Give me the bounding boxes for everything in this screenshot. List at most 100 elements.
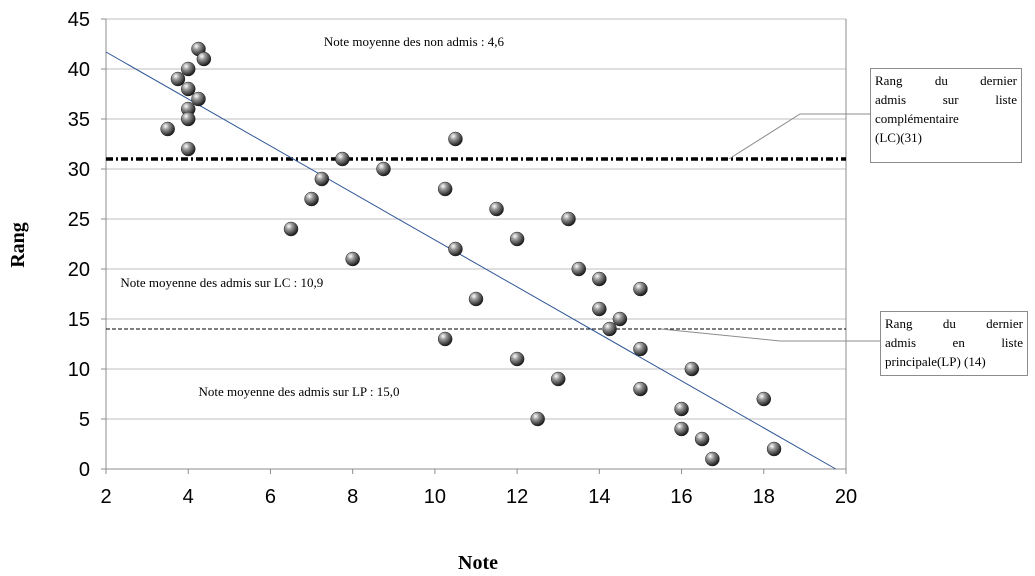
callout-word: du [942,316,956,331]
y-tick-label: 25 [68,209,90,231]
gridlines [106,18,846,470]
data-point [345,251,360,267]
data-point [376,161,391,177]
data-point [674,421,689,437]
callout-word: (LC)(31) [875,130,922,145]
x-tick-label: 14 [588,486,610,508]
callout-line: (LC)(31) [875,128,1017,147]
x-tick-label: 2 [100,486,111,508]
data-point [766,441,782,457]
callout-word: liste [1001,335,1023,350]
data-point [283,221,299,237]
data-point [571,261,587,277]
callout-word: complémentaire [875,111,959,126]
data-point [335,151,350,167]
reference-lines [106,157,846,330]
data-point [684,361,700,377]
data-point [612,311,628,327]
callout-line: Rang du dernier [875,71,1017,90]
x-tick-label: 4 [183,486,194,508]
callout-word: liste [995,92,1017,107]
data-point [633,381,648,397]
callout-word: Rang [885,316,913,331]
y-tick-label: 5 [79,409,90,431]
annotation-label: Note moyenne des admis sur LC : 10,9 [120,275,323,290]
x-tick-label: 18 [753,486,775,508]
data-point [550,371,566,387]
data-point [448,241,463,257]
callout-word: dernier [980,73,1017,88]
data-point [160,121,175,137]
x-tick-label: 8 [347,486,358,508]
callout-line: admis sur liste [875,90,1017,109]
data-point [314,171,330,187]
annotation-label: Note moyenne des admis sur LP : 15,0 [199,384,400,399]
callout-leaders [660,113,880,342]
callout-word: du [934,73,948,88]
callout-line: complémentaire [875,109,1017,128]
data-point [674,401,689,417]
data-point [530,411,545,427]
callout-word: admis [885,335,917,350]
axes [101,18,847,474]
x-tick-label: 12 [506,486,528,508]
y-tick-label: 10 [68,359,90,381]
callout-line: admis en liste [885,333,1023,352]
callout-word: Rang [875,73,903,88]
y-tick-label: 35 [68,109,90,131]
data-point [592,301,607,317]
trendline-group [105,51,836,470]
data-point [468,291,484,307]
callout-word: en [952,335,965,350]
data-point [633,281,648,297]
callout-box: Rang du dernier admis sur liste complémentaire… [870,68,1022,163]
data-point [448,131,463,147]
data-point [180,141,196,157]
data-point [509,231,525,247]
data-point [756,391,772,407]
y-tick-label: 45 [68,9,90,31]
callout-word: dernier [986,316,1023,331]
y-tick-label: 15 [68,309,90,331]
x-tick-labels: 2 4 6 8 10 12 14 16 18 20 [100,486,857,508]
data-point [694,431,710,447]
data-point [509,351,525,367]
data-point [592,271,607,287]
data-point [437,181,453,197]
callout-word: sur [942,92,959,107]
callout-line: Rang du dernier [885,314,1023,333]
data-point [180,111,196,127]
callout-line: principale(LP) (14) [885,352,1023,371]
callout-leader-line [728,113,870,160]
data-point [180,81,196,97]
x-tick-label: 6 [265,486,276,508]
data-point [602,321,617,337]
data-point [633,341,648,357]
callout-word: principale(LP) (14) [885,354,986,369]
data-point [561,211,576,227]
y-tick-label: 30 [68,159,90,181]
x-tick-label: 10 [424,486,446,508]
annotations: Note moyenne des non admis : 4,6 Note moy… [120,34,504,399]
x-axis-title: Note [458,552,498,574]
data-point [170,71,186,87]
data-point [304,191,319,207]
callout-word: admis [875,92,907,107]
annotation-label: Note moyenne des non admis : 4,6 [324,34,505,49]
data-point [489,201,504,217]
data-point [191,91,206,107]
trendline [105,51,836,470]
y-tick-label: 40 [68,59,90,81]
y-tick-label: 0 [79,459,90,481]
y-tick-labels: 0 5 10 15 20 25 30 35 40 45 [68,9,90,481]
callout-box: Rang du dernier admis en liste principale(LP) … [880,311,1028,376]
x-tick-label: 16 [670,486,692,508]
data-points [160,41,782,467]
data-point [180,61,196,77]
data-point [437,331,453,347]
y-tick-label: 20 [68,259,90,281]
y-axis-title: Rang [7,222,29,268]
callout-leader-line [660,328,880,342]
data-point [196,51,212,67]
